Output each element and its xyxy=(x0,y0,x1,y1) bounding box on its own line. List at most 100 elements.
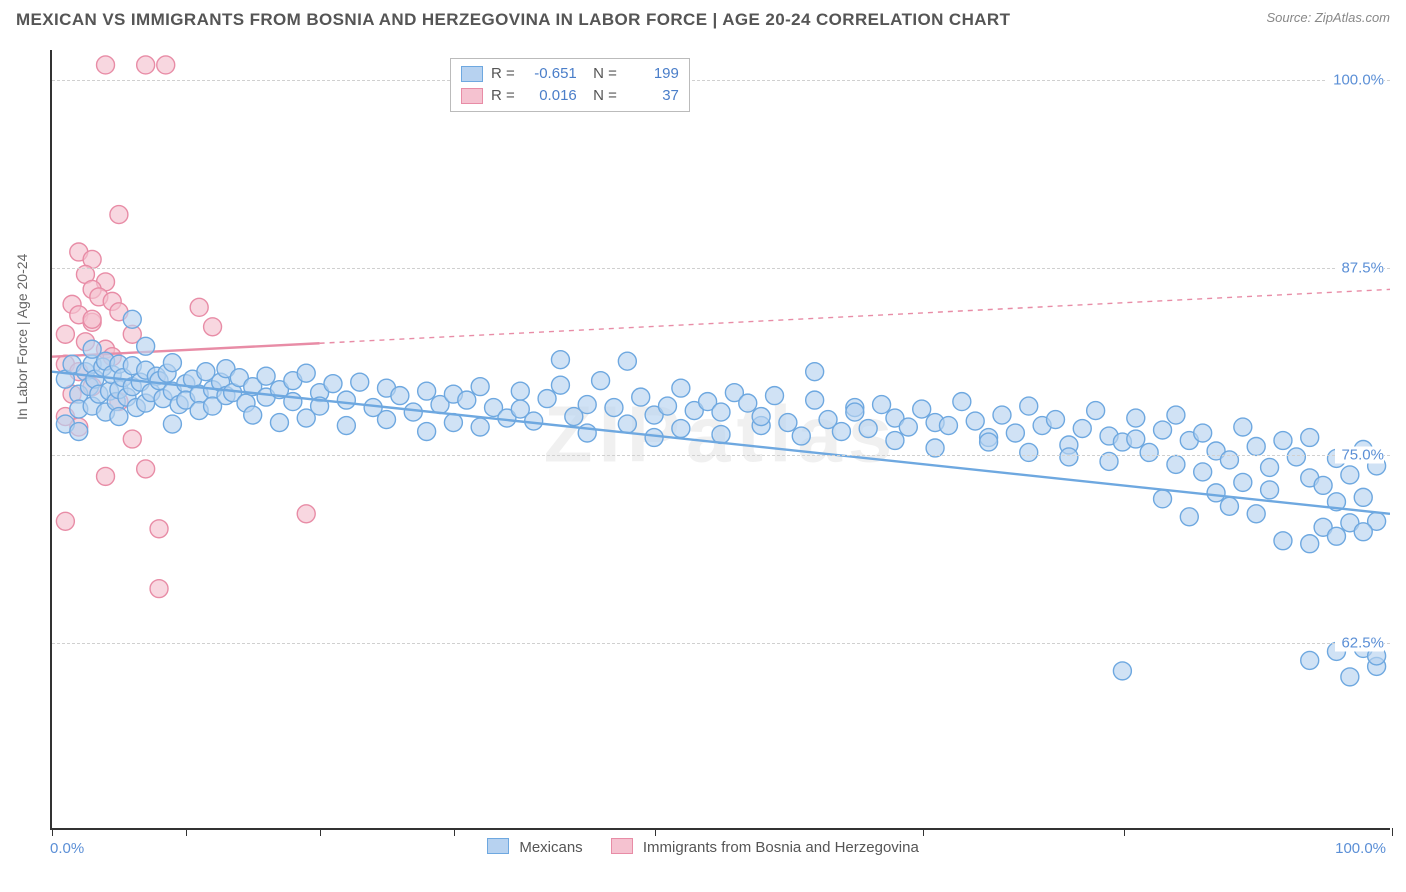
data-point xyxy=(270,414,288,432)
chart-title: MEXICAN VS IMMIGRANTS FROM BOSNIA AND HE… xyxy=(16,10,1010,30)
data-point xyxy=(1127,409,1145,427)
data-point xyxy=(1234,418,1252,436)
data-point xyxy=(324,375,342,393)
data-point xyxy=(1167,455,1185,473)
data-point xyxy=(204,318,222,336)
data-point xyxy=(123,430,141,448)
data-point xyxy=(157,56,175,74)
n-value-bosnia: 37 xyxy=(625,85,679,107)
legend-item-mexicans: Mexicans xyxy=(487,838,583,856)
data-point xyxy=(739,394,757,412)
data-point xyxy=(1274,532,1292,550)
r-label: R = xyxy=(491,85,515,107)
data-point xyxy=(244,406,262,424)
data-point xyxy=(1301,535,1319,553)
y-tick-label: 62.5% xyxy=(1335,634,1384,651)
data-point xyxy=(1354,523,1372,541)
data-point xyxy=(1180,508,1198,526)
x-tick xyxy=(923,828,924,836)
data-point xyxy=(1287,448,1305,466)
correlation-stats-legend: R = -0.651 N = 199 R = 0.016 N = 37 xyxy=(450,58,690,112)
data-point xyxy=(913,400,931,418)
data-point xyxy=(1127,430,1145,448)
data-point xyxy=(1234,473,1252,491)
data-point xyxy=(123,310,141,328)
data-point xyxy=(873,396,891,414)
swatch-mexicans xyxy=(487,838,509,854)
x-tick xyxy=(1124,828,1125,836)
data-point xyxy=(56,325,74,343)
data-point xyxy=(1354,488,1372,506)
data-point xyxy=(1247,505,1265,523)
gridline xyxy=(52,80,1390,81)
data-point xyxy=(418,423,436,441)
data-point xyxy=(1261,458,1279,476)
r-value-bosnia: 0.016 xyxy=(523,85,577,107)
data-point xyxy=(766,387,784,405)
data-point xyxy=(993,406,1011,424)
source-attribution: Source: ZipAtlas.com xyxy=(1266,10,1390,25)
data-point xyxy=(444,414,462,432)
data-point xyxy=(1327,527,1345,545)
data-point xyxy=(752,408,770,426)
stats-row-bosnia: R = 0.016 N = 37 xyxy=(461,85,679,107)
data-point xyxy=(966,412,984,430)
data-point xyxy=(1140,443,1158,461)
data-point xyxy=(56,512,74,530)
legend-label-mexicans: Mexicans xyxy=(519,839,582,856)
data-point xyxy=(163,354,181,372)
data-point xyxy=(70,423,88,441)
data-point xyxy=(1220,497,1238,515)
gridline xyxy=(52,455,1390,456)
gridline xyxy=(52,268,1390,269)
x-tick xyxy=(320,828,321,836)
data-point xyxy=(257,367,275,385)
trend-line-extrapolated xyxy=(320,289,1390,343)
data-point xyxy=(511,382,529,400)
data-point xyxy=(632,388,650,406)
y-tick-label: 87.5% xyxy=(1335,259,1384,276)
data-point xyxy=(1087,402,1105,420)
data-point xyxy=(1301,429,1319,447)
data-point xyxy=(712,426,730,444)
data-point xyxy=(1194,463,1212,481)
n-value-mexicans: 199 xyxy=(625,63,679,85)
gridline xyxy=(52,643,1390,644)
data-point xyxy=(551,351,569,369)
data-point xyxy=(806,391,824,409)
y-axis-title: In Labor Force | Age 20-24 xyxy=(14,254,30,420)
data-point xyxy=(163,415,181,433)
y-tick-label: 100.0% xyxy=(1327,72,1384,89)
data-point xyxy=(297,505,315,523)
scatter-plot-svg xyxy=(52,50,1390,828)
data-point xyxy=(832,423,850,441)
data-point xyxy=(1006,424,1024,442)
data-point xyxy=(378,411,396,429)
data-point xyxy=(618,352,636,370)
data-point xyxy=(418,382,436,400)
data-point xyxy=(137,337,155,355)
data-point xyxy=(1220,451,1238,469)
data-point xyxy=(672,379,690,397)
data-point xyxy=(672,420,690,438)
data-point xyxy=(779,414,797,432)
data-point xyxy=(351,373,369,391)
data-point xyxy=(1341,668,1359,686)
data-point xyxy=(859,420,877,438)
data-point xyxy=(886,432,904,450)
data-point xyxy=(97,56,115,74)
data-point xyxy=(1194,424,1212,442)
data-point xyxy=(980,433,998,451)
data-point xyxy=(538,390,556,408)
legend-label-bosnia: Immigrants from Bosnia and Herzegovina xyxy=(643,839,919,856)
data-point xyxy=(846,403,864,421)
data-point xyxy=(190,298,208,316)
data-point xyxy=(1047,411,1065,429)
data-point xyxy=(150,580,168,598)
data-point xyxy=(1113,662,1131,680)
data-point xyxy=(284,393,302,411)
data-point xyxy=(1154,490,1172,508)
data-point xyxy=(1247,438,1265,456)
data-point xyxy=(578,396,596,414)
swatch-bosnia xyxy=(461,88,483,104)
